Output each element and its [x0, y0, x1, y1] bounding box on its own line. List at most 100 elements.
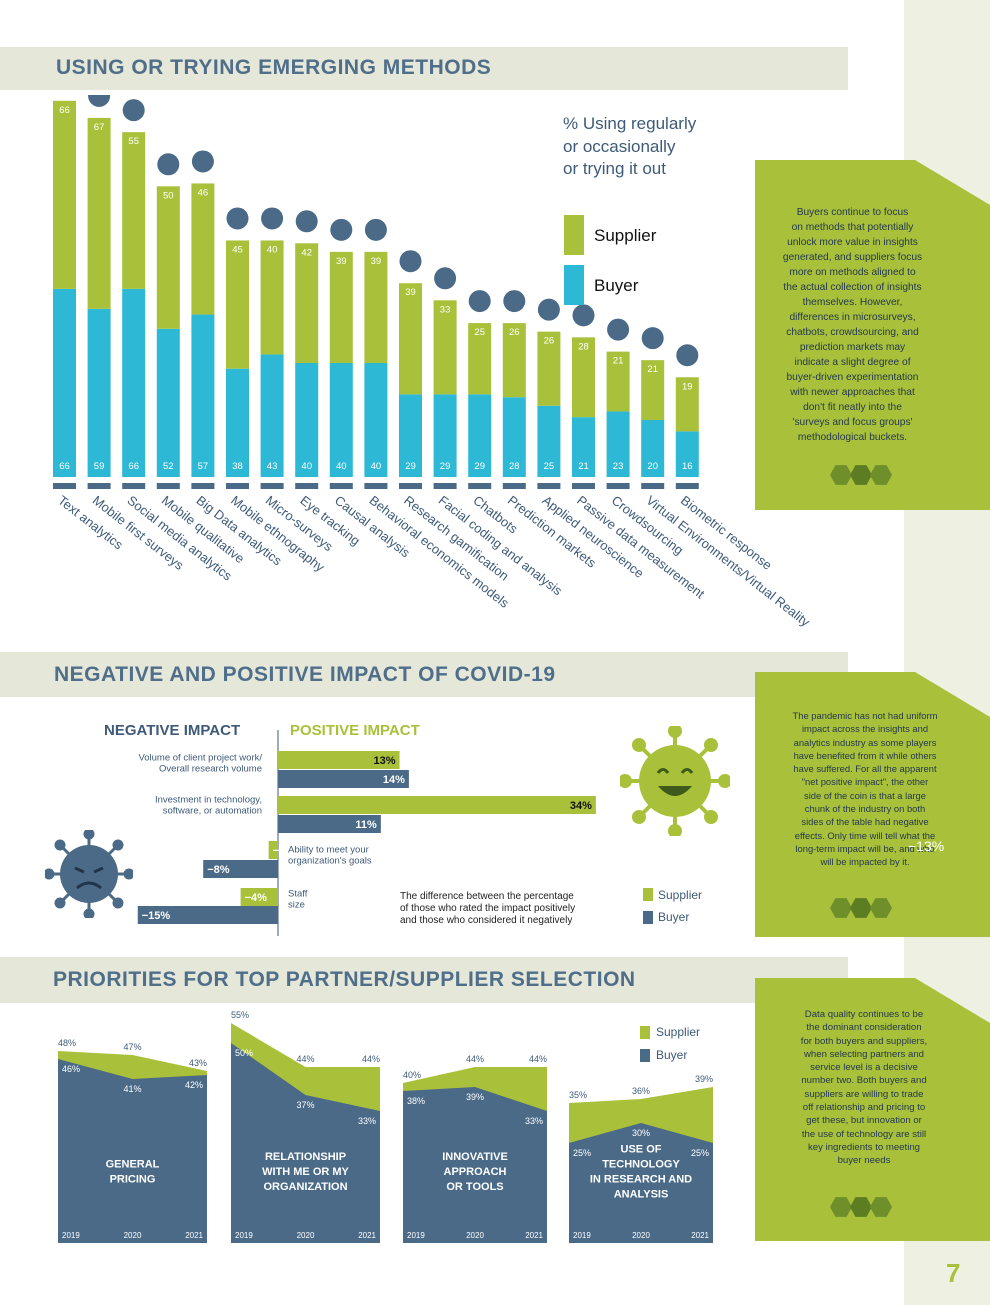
buyer-value-label: 25: [544, 461, 555, 472]
section-band-emerging-methods: [0, 47, 848, 90]
bar-supplier: [278, 796, 596, 814]
bar-supplier: [226, 240, 249, 369]
legend-buyer-swatch-2: [643, 911, 653, 924]
hex-icon: [850, 465, 872, 485]
negative-impact-header: NEGATIVE IMPACT: [104, 722, 241, 739]
bar-buyer: [203, 860, 278, 878]
year-label: 2021: [525, 1231, 543, 1240]
buyer-value-label: 39%: [466, 1092, 484, 1102]
bar-supplier: [606, 351, 630, 412]
bar-buyer: [641, 420, 665, 477]
buyer-value-label: 33%: [358, 1116, 376, 1126]
value-label-supplier: 34%: [570, 800, 592, 812]
bar-base-tick: [468, 483, 492, 489]
supplier-value-label: 43%: [189, 1058, 207, 1068]
bar-base-tick: [572, 483, 595, 489]
method-icon: [191, 150, 214, 173]
buyer-value-label: 52: [163, 461, 174, 472]
year-label: 2020: [466, 1231, 484, 1240]
buyer-value-label: 46%: [62, 1064, 80, 1074]
method-icon: [641, 327, 664, 350]
legend-buyer-label: Buyer: [594, 276, 639, 295]
buyer-value-label: 16: [682, 461, 693, 472]
category-label: Staff: [288, 889, 308, 900]
bar-buyer: [468, 394, 492, 477]
buyer-value-label: 40: [301, 461, 312, 472]
method-icon: [157, 153, 180, 176]
legend-buyer-swatch: [564, 265, 584, 305]
hex-icon: [850, 898, 872, 918]
hex-icon: [870, 898, 892, 918]
supplier-value-label: 50: [163, 190, 174, 201]
supplier-value-label: 55: [128, 136, 139, 147]
hex-icon: [830, 898, 852, 918]
bar-supplier: [468, 323, 492, 395]
section-band-covid: [0, 652, 848, 697]
panel-title: USE OF: [621, 1144, 662, 1156]
buyer-value-label: 42%: [185, 1080, 203, 1090]
buyer-value-label: 33%: [525, 1116, 543, 1126]
bar-supplier: [433, 300, 457, 395]
bar-base-tick: [156, 483, 180, 489]
bar-supplier: [268, 841, 278, 859]
buyer-value-label: 38: [232, 461, 243, 472]
side-panel-2-overlay-value: −13%: [908, 838, 945, 854]
method-icon: [468, 290, 491, 313]
year-label: 2019: [62, 1231, 80, 1240]
bar-supplier: [675, 377, 699, 432]
bar-buyer: [433, 394, 457, 477]
panel-title: IN RESEARCH AND: [590, 1174, 692, 1186]
method-icon: [330, 218, 353, 241]
hex-icon: [830, 465, 852, 485]
positive-impact-header: POSITIVE IMPACT: [290, 722, 420, 739]
supplier-value-label: 21: [647, 364, 658, 375]
year-label: 2020: [297, 1231, 315, 1240]
bar-supplier: [295, 243, 319, 363]
hex-icon: [850, 1197, 872, 1217]
year-label: 2019: [407, 1231, 425, 1240]
bar-buyer: [260, 354, 284, 477]
supplier-value-label: 44%: [466, 1054, 484, 1064]
panel-title: GENERAL: [106, 1159, 160, 1171]
supplier-value-label: 55%: [231, 1010, 249, 1020]
bar-buyer: [295, 363, 319, 477]
bar-supplier: [87, 117, 111, 309]
area-buyer: [58, 1059, 207, 1243]
legend-supplier-label-2: Supplier: [658, 888, 703, 902]
section-title-covid: NEGATIVE AND POSITIVE IMPACT OF COVID-19: [54, 663, 556, 686]
year-label: 2021: [185, 1231, 203, 1240]
supplier-value-label: 28: [578, 341, 589, 352]
buyer-value-label: 66: [128, 461, 139, 472]
bar-supplier: [329, 251, 353, 363]
method-icon: [676, 344, 699, 367]
buyer-value-label: 28: [509, 461, 520, 472]
side-panel-2-text: The pandemic has not had uniform impact …: [792, 710, 938, 868]
sad-virus-icon: [45, 830, 133, 918]
supplier-value-label: 46: [198, 187, 209, 198]
category-label: Investment in technology,: [155, 795, 262, 806]
area-buyer: [569, 1123, 713, 1243]
method-icon: [503, 290, 526, 313]
bar-base-tick: [606, 483, 630, 489]
side-panel-1-shape: [755, 160, 990, 510]
priorities-chart: 48% 46% 2019 47% 41% 2020 43% 42% 2021 GENERAL PRI…: [58, 1010, 713, 1243]
legend-supplier-label-3: Supplier: [656, 1025, 701, 1039]
bar-buyer: [329, 363, 353, 477]
side-panel-2-shape: [755, 672, 990, 937]
buyer-value-label: 29: [440, 461, 451, 472]
supplier-value-label: 26: [509, 327, 520, 338]
hex-icon: [870, 465, 892, 485]
bar-buyer: [156, 328, 180, 477]
bar-supplier: [502, 323, 526, 398]
supplier-value-label: 40: [267, 244, 278, 255]
buyer-value-label: 29: [405, 461, 416, 472]
bar-base-tick: [53, 483, 76, 489]
buyer-value-label: 66: [59, 461, 70, 472]
bar-supplier: [278, 751, 400, 769]
value-label-buyer: −15%: [142, 910, 171, 922]
panel-title: TECHNOLOGY: [602, 1159, 680, 1171]
area-buyer: [403, 1087, 547, 1243]
supplier-value-label: 33: [440, 304, 451, 315]
buyer-value-label: 25%: [691, 1148, 709, 1158]
bar-buyer: [122, 288, 146, 477]
